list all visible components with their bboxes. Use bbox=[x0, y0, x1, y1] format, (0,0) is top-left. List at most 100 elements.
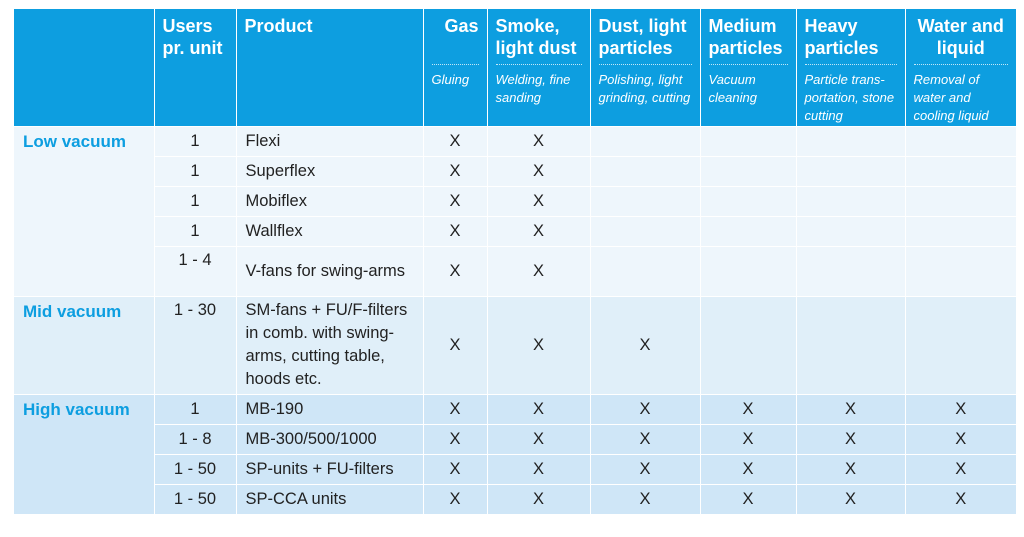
mark-cell: X bbox=[486, 393, 590, 424]
mark-cell bbox=[904, 185, 1016, 216]
mark-cell: X bbox=[699, 453, 796, 484]
header-users: Users pr. unit bbox=[153, 9, 236, 126]
mark-cell bbox=[699, 185, 796, 216]
table-row: 1 - 50 SP-units + FU-filters X X X X X X bbox=[14, 453, 1016, 484]
mark-cell bbox=[795, 215, 905, 246]
users-cell: 1 - 50 bbox=[153, 453, 236, 484]
product-cell: Mobiflex bbox=[235, 185, 423, 216]
group-label-mid-vacuum: Mid vacuum bbox=[14, 295, 154, 394]
product-cell: SP-units + FU-filters bbox=[235, 453, 423, 484]
product-cell: SP-CCA units bbox=[235, 483, 423, 514]
mark-cell: X bbox=[422, 453, 487, 484]
table-row: 1 - 8 MB-300/500/1000 X X X X X X bbox=[14, 423, 1016, 454]
table-row: High vacuum 1 MB-190 X X X X X X bbox=[14, 393, 1016, 514]
mark-cell: X bbox=[422, 295, 487, 394]
mark-cell bbox=[904, 295, 1016, 394]
mark-cell: X bbox=[422, 155, 487, 186]
mark-cell bbox=[589, 155, 700, 186]
users-cell: 1 bbox=[153, 155, 236, 186]
table-row: 1 - 50 SP-CCA units X X X X X X bbox=[14, 483, 1016, 514]
users-cell: 1 - 8 bbox=[153, 423, 236, 454]
header-divider bbox=[598, 64, 692, 65]
product-cell: Flexi bbox=[235, 125, 423, 156]
header-smoke: Smoke, light dust Welding, fine sanding bbox=[486, 9, 590, 126]
mark-cell: X bbox=[486, 155, 590, 186]
users-cell: 1 - 30 bbox=[153, 295, 236, 394]
mark-cell: X bbox=[486, 125, 590, 156]
header-product: Product bbox=[235, 9, 423, 126]
mark-cell: X bbox=[422, 215, 487, 246]
header-divider bbox=[708, 64, 788, 65]
mark-cell bbox=[699, 245, 796, 296]
mark-cell bbox=[795, 185, 905, 216]
mark-cell: X bbox=[422, 393, 487, 424]
mark-cell: X bbox=[699, 483, 796, 514]
mark-cell: X bbox=[795, 393, 905, 424]
mark-cell bbox=[904, 125, 1016, 156]
mark-cell: X bbox=[699, 393, 796, 424]
mark-cell: X bbox=[486, 423, 590, 454]
mark-cell: X bbox=[589, 295, 700, 394]
header-row: Users pr. unit Product Gas Gluing Smoke,… bbox=[14, 9, 1016, 126]
mark-cell bbox=[589, 245, 700, 296]
header-divider bbox=[804, 64, 897, 65]
mark-cell: X bbox=[795, 453, 905, 484]
product-cell: SM-fans + FU/F-filters in comb. with swi… bbox=[235, 295, 423, 394]
mark-cell: X bbox=[904, 483, 1016, 514]
mark-cell bbox=[795, 125, 905, 156]
mark-cell bbox=[699, 125, 796, 156]
mark-cell: X bbox=[486, 453, 590, 484]
table-row: 1 Superflex X X bbox=[14, 155, 1016, 186]
header-group bbox=[14, 9, 154, 126]
product-cell: Superflex bbox=[235, 155, 423, 186]
table-row: Mid vacuum 1 - 30 SM-fans + FU/F-filters… bbox=[14, 295, 1016, 394]
mark-cell bbox=[589, 185, 700, 216]
product-cell: Wallflex bbox=[235, 215, 423, 246]
mark-cell bbox=[904, 245, 1016, 296]
mark-cell: X bbox=[486, 215, 590, 246]
header-dust: Dust, light particles Polishing, light g… bbox=[589, 9, 700, 126]
mark-cell: X bbox=[904, 423, 1016, 454]
mark-cell: X bbox=[795, 483, 905, 514]
users-cell: 1 bbox=[153, 185, 236, 216]
header-divider bbox=[431, 64, 479, 65]
table-row: 1 Wallflex X X bbox=[14, 215, 1016, 246]
header-heavy: Heavy particles Particle trans-portation… bbox=[795, 9, 905, 126]
mark-cell: X bbox=[795, 423, 905, 454]
product-cell: MB-300/500/1000 bbox=[235, 423, 423, 454]
mark-cell bbox=[795, 155, 905, 186]
mark-cell: X bbox=[699, 423, 796, 454]
header-medium: Medium particles Vacuum cleaning bbox=[699, 9, 796, 126]
mark-cell: X bbox=[589, 393, 700, 424]
group-label-low-vacuum: Low vacuum bbox=[14, 125, 154, 296]
users-cell: 1 bbox=[153, 393, 236, 424]
product-cell: V-fans for swing-arms bbox=[235, 245, 423, 296]
mark-cell: X bbox=[422, 245, 487, 296]
mark-cell: X bbox=[904, 393, 1016, 424]
table-row: Low vacuum 1 Flexi X X bbox=[14, 125, 1016, 296]
table-row: 1 - 4 V-fans for swing-arms X X bbox=[14, 245, 1016, 296]
mark-cell: X bbox=[422, 185, 487, 216]
vacuum-application-table: Users pr. unit Product Gas Gluing Smoke,… bbox=[14, 9, 1016, 514]
mark-cell bbox=[699, 155, 796, 186]
mark-cell: X bbox=[589, 423, 700, 454]
group-label-high-vacuum: High vacuum bbox=[14, 393, 154, 514]
product-cell: MB-190 bbox=[235, 393, 423, 424]
mark-cell bbox=[699, 215, 796, 246]
header-divider bbox=[495, 64, 582, 65]
table-row: 1 Mobiflex X X bbox=[14, 185, 1016, 216]
mark-cell bbox=[589, 125, 700, 156]
users-cell: 1 bbox=[153, 125, 236, 156]
mark-cell: X bbox=[422, 483, 487, 514]
header-divider bbox=[913, 64, 1008, 65]
mark-cell: X bbox=[486, 295, 590, 394]
mark-cell bbox=[795, 245, 905, 296]
users-cell: 1 bbox=[153, 215, 236, 246]
mark-cell bbox=[795, 295, 905, 394]
mark-cell: X bbox=[589, 453, 700, 484]
application-table-container: Users pr. unit Product Gas Gluing Smoke,… bbox=[14, 9, 1016, 514]
mark-cell: X bbox=[589, 483, 700, 514]
mark-cell: X bbox=[422, 423, 487, 454]
header-gas: Gas Gluing bbox=[422, 9, 487, 126]
mark-cell: X bbox=[486, 185, 590, 216]
